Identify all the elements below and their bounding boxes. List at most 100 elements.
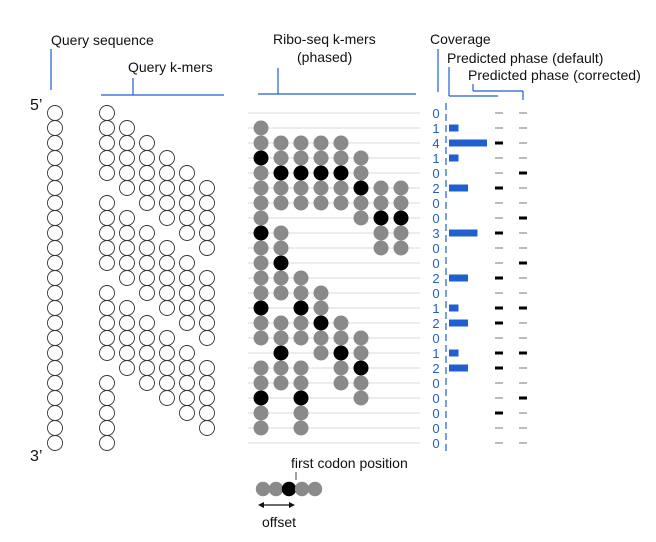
query-kmer xyxy=(119,120,135,196)
legend-first-codon-dot xyxy=(281,481,297,497)
coverage-bar xyxy=(449,349,459,357)
query-kmer-nucleotide xyxy=(179,255,195,271)
first-codon-nucleotide xyxy=(293,390,309,406)
riboseq-nucleotide xyxy=(293,180,309,196)
query-kmer xyxy=(179,345,195,421)
query-kmer-nucleotide xyxy=(139,375,155,391)
legend: first codon position offset xyxy=(255,455,408,530)
query-kmer-nucleotide xyxy=(99,135,115,151)
query-kmer-nucleotide xyxy=(139,150,155,166)
query-nucleotide xyxy=(47,180,63,196)
coverage-bar xyxy=(449,184,468,192)
riboseq-nucleotide xyxy=(293,420,309,436)
first-codon-nucleotide xyxy=(293,165,309,181)
query-kmer-nucleotide xyxy=(139,180,155,196)
five-prime-label: 5’ xyxy=(30,97,42,114)
coverage-bar xyxy=(449,139,487,147)
query-kmer xyxy=(159,240,175,316)
first-codon-nucleotide xyxy=(353,180,369,196)
first-codon-nucleotide xyxy=(373,210,389,226)
query-kmer-nucleotide xyxy=(99,150,115,166)
query-nucleotide xyxy=(47,105,63,121)
riboseq-nucleotide xyxy=(353,150,369,166)
first-codon-nucleotide xyxy=(313,165,329,181)
first-codon-position-label: first codon position xyxy=(291,455,408,471)
query-kmer-nucleotide xyxy=(179,375,195,391)
riboseq-nucleotide xyxy=(393,225,409,241)
query-kmer-nucleotide xyxy=(179,315,195,331)
query-kmer-nucleotide xyxy=(99,165,115,181)
riboseq-kmer xyxy=(293,135,309,211)
query-kmer-nucleotide xyxy=(119,150,135,166)
riboseq-nucleotide xyxy=(333,180,349,196)
query-kmer xyxy=(99,105,115,181)
query-nucleotide xyxy=(47,165,63,181)
query-kmer-nucleotide xyxy=(119,210,135,226)
query-kmer-nucleotide xyxy=(179,180,195,196)
query-kmer xyxy=(99,195,115,271)
riboseq-nucleotide xyxy=(253,360,269,376)
riboseq-nucleotide xyxy=(273,375,289,391)
predicted-default-column xyxy=(495,112,503,444)
coverage-value: 0 xyxy=(432,391,439,406)
riboseq-kmers-block xyxy=(253,120,409,436)
first-codon-nucleotide xyxy=(333,345,349,361)
riboseq-nucleotide xyxy=(253,165,269,181)
first-codon-nucleotide xyxy=(253,225,269,241)
riboseq-nucleotide xyxy=(293,270,309,286)
query-kmer-nucleotide xyxy=(199,240,215,256)
query-kmer-nucleotide xyxy=(159,240,175,256)
riboseq-nucleotide xyxy=(253,285,269,301)
riboseq-nucleotide xyxy=(253,120,269,136)
riboseq-nucleotide xyxy=(273,135,289,151)
query-kmer xyxy=(199,270,215,346)
query-nucleotide xyxy=(47,315,63,331)
query-kmer-nucleotide xyxy=(99,300,115,316)
coverage-value: 0 xyxy=(432,421,439,436)
query-kmer-nucleotide xyxy=(199,330,215,346)
query-kmer-nucleotide xyxy=(99,240,115,256)
query-nucleotide xyxy=(47,150,63,166)
query-sequence-column xyxy=(47,105,63,451)
riboseq-nucleotide xyxy=(353,210,369,226)
query-kmer-nucleotide xyxy=(99,285,115,301)
query-kmers-block xyxy=(99,105,215,451)
riboseq-nucleotide xyxy=(313,180,329,196)
coverage-value: 0 xyxy=(432,106,439,121)
riboseq-kmer xyxy=(253,195,269,271)
coverage-value: 2 xyxy=(432,181,439,196)
query-nucleotide xyxy=(47,330,63,346)
riboseq-nucleotide xyxy=(293,285,309,301)
riboseq-nucleotide xyxy=(293,150,309,166)
riboseq-nucleotide xyxy=(253,240,269,256)
query-kmer-nucleotide xyxy=(199,210,215,226)
query-kmer-nucleotide xyxy=(159,210,175,226)
coverage-bar xyxy=(449,124,459,132)
riboseq-nucleotide xyxy=(313,135,329,151)
query-kmer-nucleotide xyxy=(179,195,195,211)
riboseq-nucleotide xyxy=(333,150,349,166)
first-codon-nucleotide xyxy=(293,300,309,316)
query-kmer-nucleotide xyxy=(179,300,195,316)
query-kmer-nucleotide xyxy=(199,270,215,286)
query-kmer-nucleotide xyxy=(99,105,115,121)
query-kmer xyxy=(139,315,155,391)
query-kmer-nucleotide xyxy=(159,150,175,166)
query-kmer-nucleotide xyxy=(179,210,195,226)
riboseq-kmer xyxy=(313,285,329,361)
query-kmer-nucleotide xyxy=(99,255,115,271)
coverage-bar xyxy=(449,274,468,282)
riboseq-nucleotide xyxy=(253,420,269,436)
coverage-bar xyxy=(449,304,459,312)
riboseq-nucleotide xyxy=(253,405,269,421)
query-kmer-nucleotide xyxy=(179,405,195,421)
predicted-default-title: Predicted phase (default) xyxy=(447,50,603,66)
query-nucleotide xyxy=(47,195,63,211)
query-kmer-nucleotide xyxy=(159,300,175,316)
query-kmer-nucleotide xyxy=(139,315,155,331)
first-codon-nucleotide xyxy=(333,165,349,181)
query-kmer xyxy=(159,150,175,226)
query-kmer-nucleotide xyxy=(99,390,115,406)
legend-dot xyxy=(255,481,271,497)
riboseq-nucleotide xyxy=(293,330,309,346)
